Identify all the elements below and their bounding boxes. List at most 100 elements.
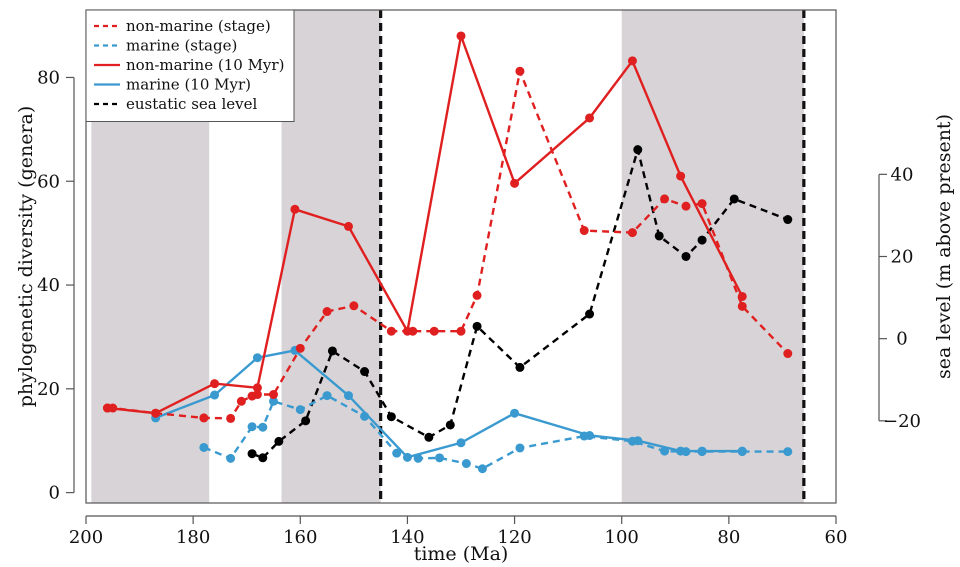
data-point (579, 226, 589, 236)
y-tick-label: 40 (37, 275, 60, 296)
data-point (258, 453, 268, 463)
boundary-lines (379, 10, 806, 503)
data-point (435, 453, 445, 463)
data-point (247, 449, 257, 459)
data-point (236, 396, 246, 406)
data-point (424, 432, 434, 442)
y2-axis-label: sea level (m above present) (933, 114, 955, 379)
x-tick-label: 120 (497, 527, 531, 548)
data-point (729, 194, 739, 204)
data-point (295, 405, 305, 415)
data-point (210, 379, 220, 389)
y-tick-label: 20 (37, 379, 60, 400)
data-point (360, 367, 370, 377)
x-tick-label: 100 (605, 527, 639, 548)
data-point (344, 391, 353, 401)
data-point (697, 199, 707, 209)
data-point (627, 56, 637, 66)
data-point (654, 231, 664, 241)
data-point (456, 31, 466, 41)
y2-tick-label: 40 (891, 164, 914, 185)
y-axis-label: phylogenetic diversity (genera) (15, 106, 37, 408)
plot-frame (85, 9, 837, 504)
data-point (783, 447, 793, 457)
data-point (199, 442, 209, 452)
data-point (510, 178, 520, 188)
data-point (386, 326, 396, 336)
data-point (226, 413, 236, 423)
data-point (515, 362, 525, 372)
data-point (252, 390, 262, 400)
data-point (151, 408, 161, 418)
data-point (445, 420, 455, 430)
legend-label-3: marine (10 Myr) (126, 76, 251, 94)
data-point (697, 446, 707, 456)
data-point (269, 396, 278, 406)
series-2 (102, 31, 747, 418)
data-point (585, 431, 595, 441)
data-point (226, 453, 236, 463)
data-point (301, 416, 311, 426)
y-axis: 0 20 40 60 80 (37, 67, 75, 504)
data-point (627, 228, 637, 238)
data-point (349, 301, 359, 311)
legend: non-marine (stage) marine (stage)non-mari… (85, 9, 295, 122)
data-point (290, 204, 300, 214)
data-point (252, 353, 262, 363)
data-point (783, 349, 793, 359)
data-point (269, 390, 278, 400)
data-point (295, 343, 305, 353)
data-point (472, 321, 482, 331)
x-axis-label: time (Ma) (414, 543, 509, 565)
x-tick-label: 60 (825, 527, 848, 548)
data-point (585, 309, 595, 319)
data-point (633, 436, 643, 446)
series-0 (102, 66, 793, 423)
x-tick-label: 180 (176, 527, 210, 548)
data-point (461, 459, 471, 469)
y2-tick-label: 0 (896, 329, 907, 350)
legend-label-0: non-marine (stage) (126, 17, 271, 35)
data-point (676, 171, 686, 181)
data-point (472, 290, 482, 300)
x-tick-label: 80 (717, 527, 740, 548)
series-4 (247, 145, 793, 463)
series-layer (102, 31, 793, 474)
x-axis: 200 180 160 140 120 100 80 60 (69, 515, 848, 548)
legend-label-4: eustatic sea level (126, 95, 258, 113)
y-tick-label: 60 (37, 171, 60, 192)
data-point (429, 326, 439, 336)
data-point (737, 446, 747, 456)
data-point (585, 113, 595, 123)
x-tick-label: 160 (283, 527, 317, 548)
data-point (386, 412, 396, 422)
data-point (681, 201, 691, 211)
data-point (515, 66, 525, 76)
data-point (477, 464, 487, 474)
x-tick-label: 200 (69, 527, 103, 548)
data-point (697, 235, 707, 245)
data-point (274, 436, 284, 446)
data-point (402, 452, 412, 462)
y-tick-label: 0 (49, 483, 60, 504)
data-point (102, 403, 112, 413)
data-point (660, 194, 670, 204)
y2-tick-label: 20 (891, 247, 914, 268)
y-tick-label: 80 (37, 67, 60, 88)
data-point (247, 422, 257, 432)
data-point (456, 326, 466, 336)
series-line-1 (203, 394, 788, 471)
shaded-interval-2 (621, 10, 804, 503)
data-point (322, 391, 332, 401)
y2-tick-label: −20 (883, 411, 921, 432)
data-point (681, 252, 691, 261)
y2-axis: −20 0 20 40 (878, 164, 921, 432)
data-point (210, 390, 220, 400)
x-tick-label: 140 (390, 527, 424, 548)
data-point (737, 301, 747, 311)
data-point (392, 448, 402, 458)
series-3 (151, 345, 747, 462)
data-point (737, 291, 747, 301)
data-point (344, 221, 353, 231)
